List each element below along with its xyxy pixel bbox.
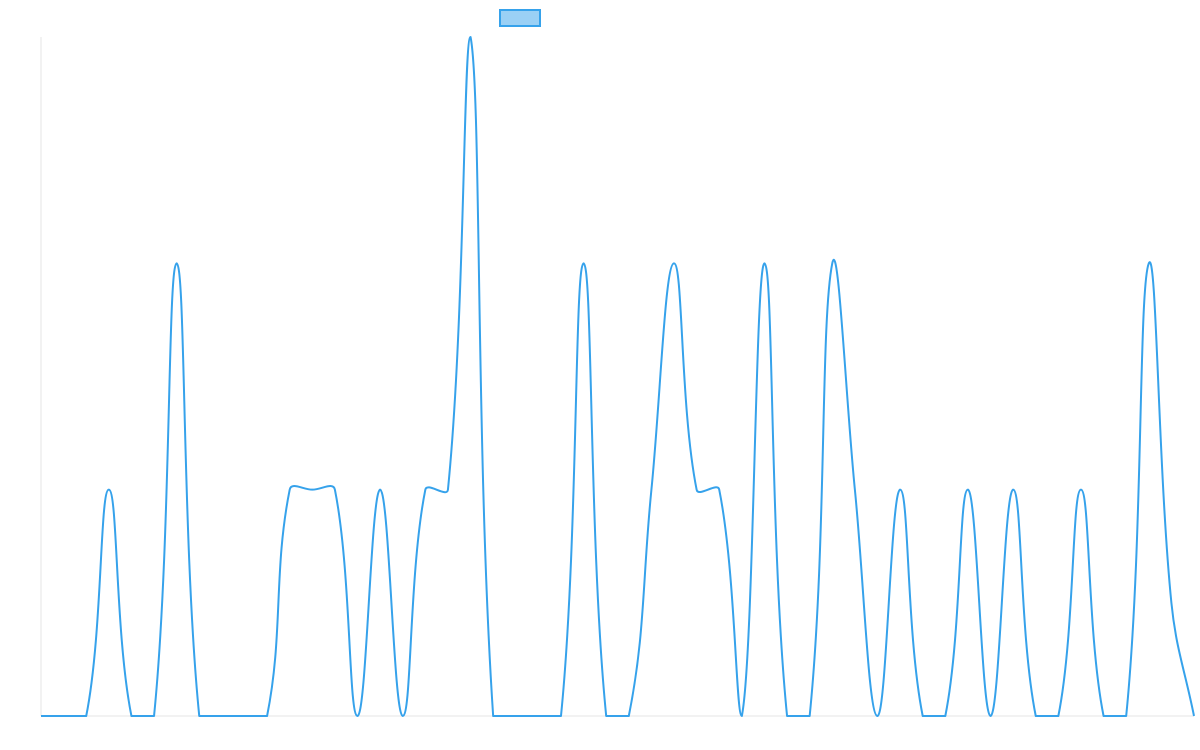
legend[interactable]	[499, 9, 541, 27]
legend-swatch[interactable]	[499, 9, 541, 27]
chart-axes	[40, 37, 1194, 717]
plot-area	[41, 36, 1195, 717]
series-line	[41, 36, 1195, 717]
